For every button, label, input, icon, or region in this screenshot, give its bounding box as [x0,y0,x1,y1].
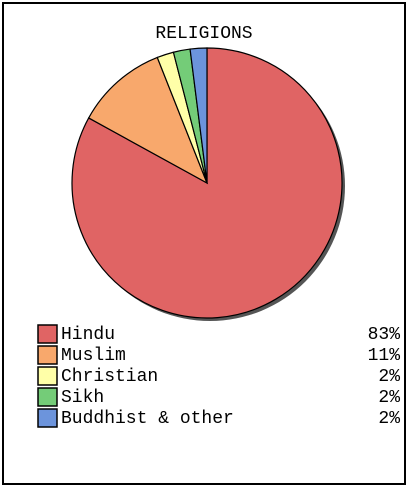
legend-label: Buddhist & other [61,409,234,429]
value-label: 2% [378,388,400,408]
legend-swatch [37,345,58,365]
value-label: 2% [378,409,400,429]
legend-label: Christian [61,367,158,387]
value-label: 11% [368,346,401,366]
legend-swatch [37,408,58,428]
legend-swatch [37,324,58,344]
value-label: 2% [378,367,400,387]
value-label: 83% [368,325,401,345]
pie-slice [189,47,208,184]
legend-swatch [37,387,58,407]
legend-label: Sikh [61,388,104,408]
legend-label: Muslim [61,346,126,366]
legend-swatch [37,366,58,386]
pie-slice [87,56,209,185]
legend-label: Hindu [61,325,115,345]
chart-title: RELIGIONS [155,24,252,44]
